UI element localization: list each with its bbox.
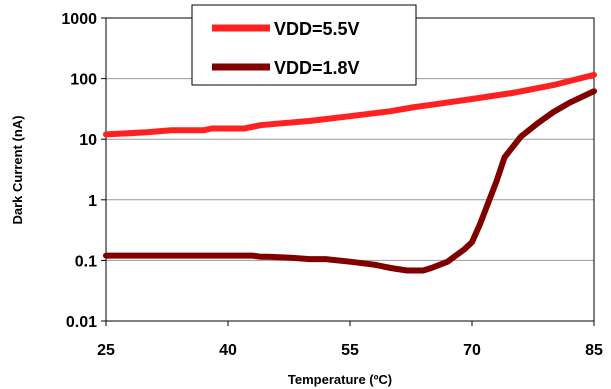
x-tick-label: 70 — [463, 342, 481, 359]
series-line-vdd55 — [103, 71, 597, 138]
y-tick-label: 1 — [88, 193, 97, 210]
x-tick-label: 85 — [585, 342, 603, 359]
y-tick-label: 100 — [70, 72, 97, 89]
x-tick-label: 40 — [219, 342, 237, 359]
y-tick-label: 10 — [79, 132, 97, 149]
legend: VDD=5.5V VDD=1.8V — [191, 4, 417, 86]
y-tick-label: 0.1 — [75, 253, 97, 270]
series-lines — [103, 71, 597, 274]
x-axis-label: Temperature (ºC) — [288, 372, 392, 387]
legend-box — [191, 4, 417, 86]
y-axis-label: Dark Current (nA) — [10, 115, 25, 224]
y-tick-label: 1000 — [61, 11, 97, 28]
legend-label-vdd18: VDD=1.8V — [274, 58, 360, 78]
y-tick-labels: 1000 100 10 1 0.1 0.01 — [61, 11, 106, 331]
series-line-vdd18 — [103, 88, 597, 274]
x-tick-labels: 25 40 55 70 85 — [97, 321, 603, 359]
y-tick-label: 0.01 — [66, 314, 97, 331]
legend-label-vdd55: VDD=5.5V — [274, 19, 360, 39]
x-tick-label: 55 — [341, 342, 359, 359]
x-tick-label: 25 — [97, 342, 115, 359]
